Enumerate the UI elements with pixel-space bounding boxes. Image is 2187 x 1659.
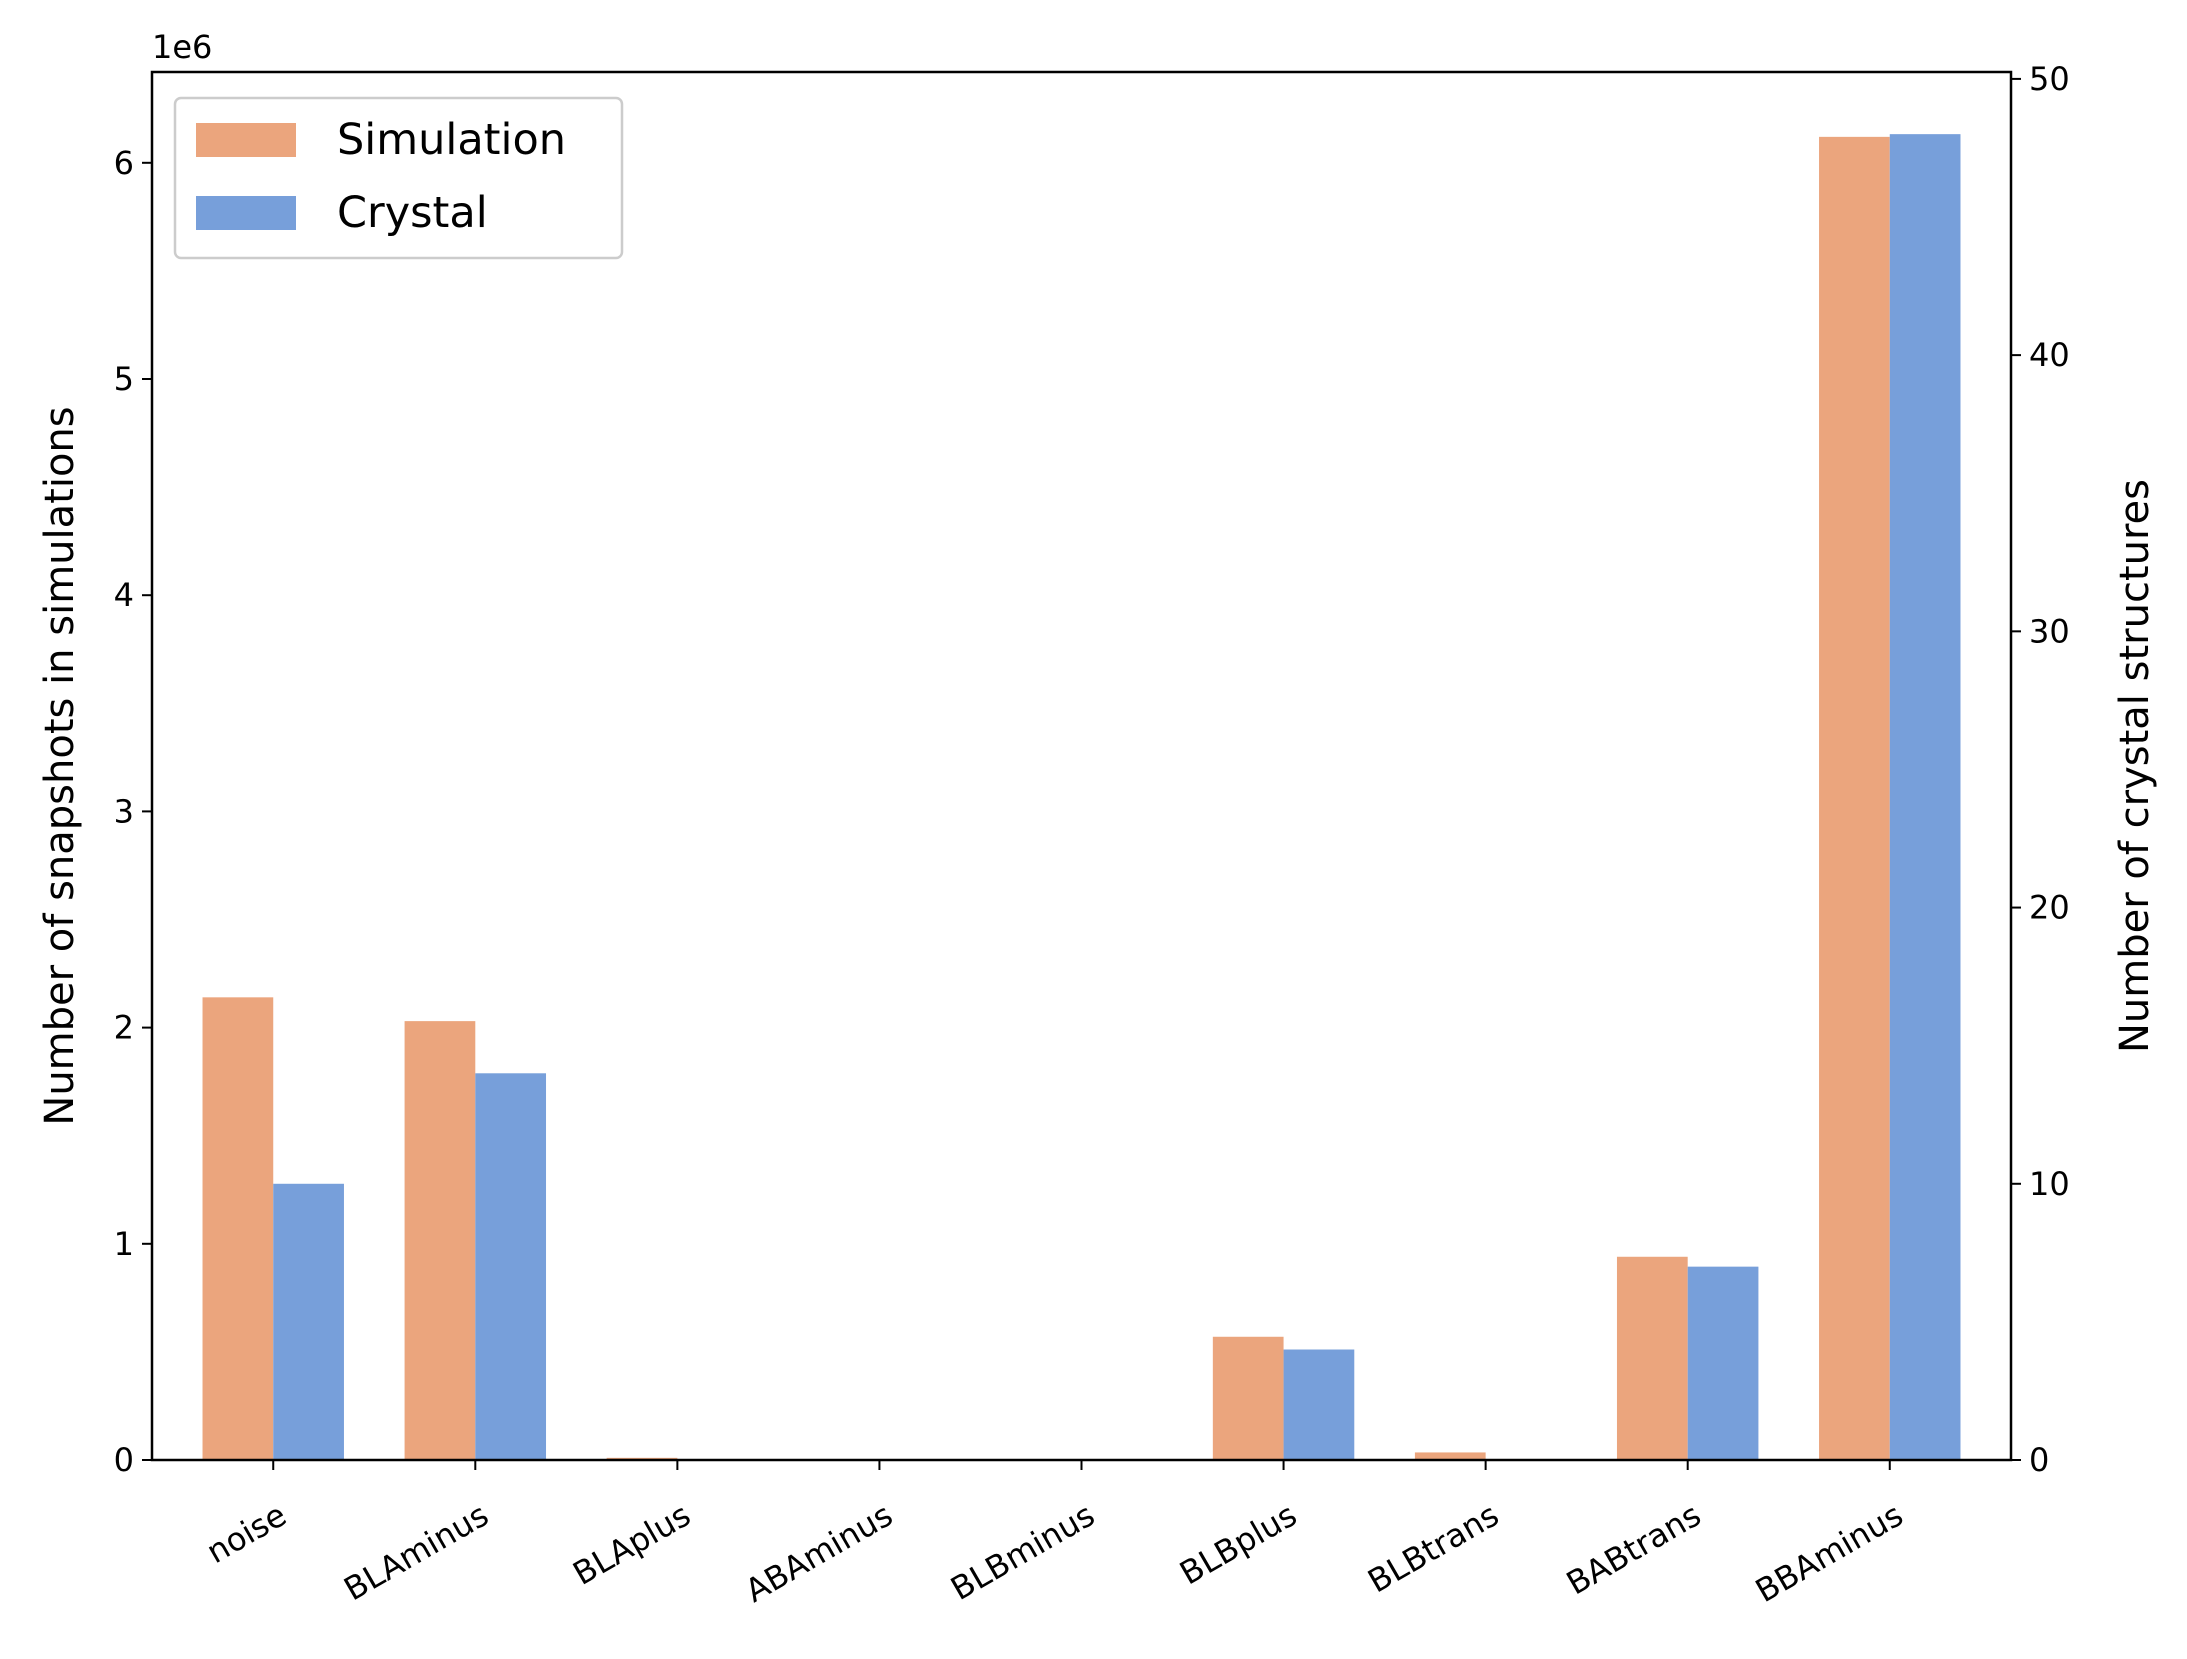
- legend: Simulation Crystal: [173, 96, 624, 260]
- x-tick-label: BLAminus: [337, 1496, 494, 1609]
- legend-swatch-simulation: [196, 123, 296, 157]
- right-y-tick-label: 50: [2029, 60, 2070, 98]
- right-y-axis-ticks: 0 10 20 30 40 50: [2011, 60, 2070, 1479]
- right-y-tick-label: 0: [2029, 1441, 2049, 1479]
- y-tick-label: 4: [114, 576, 134, 614]
- right-y-tick-label: 40: [2029, 336, 2070, 374]
- bar-crystal-babtrans: [1687, 1266, 1759, 1460]
- x-axis-ticks: noise BLAminus BLAplus ABAminus BLBminus BLBp…: [200, 1460, 1909, 1610]
- y-axis-offset-label: 1e6: [152, 28, 212, 66]
- right-y-tick-label: 30: [2029, 612, 2070, 650]
- x-tick-label: BLAplus: [567, 1496, 697, 1593]
- bar-simulation-blbtrans: [1414, 1452, 1486, 1460]
- bar-crystal-bbaminus: [1889, 134, 1961, 1460]
- bars-group: [202, 134, 1961, 1461]
- y-tick-label: 1: [114, 1225, 134, 1263]
- x-tick-label: BABtrans: [1560, 1496, 1707, 1603]
- bar-crystal-blaminus: [475, 1073, 547, 1460]
- y-axis-title: Number of snapshots in simulations: [37, 406, 83, 1125]
- x-tick-label: ABAminus: [739, 1496, 899, 1610]
- bar-simulation-babtrans: [1616, 1256, 1688, 1460]
- plot-frame: [150, 70, 2013, 1462]
- x-tick-label: BBAminus: [1749, 1496, 1909, 1610]
- x-tick-label: noise: [200, 1496, 293, 1571]
- y-tick-label: 0: [114, 1441, 134, 1479]
- bar-simulation-bbaminus: [1819, 136, 1890, 1461]
- bar-simulation-blaminus: [404, 1021, 476, 1460]
- right-y-tick-label: 10: [2029, 1165, 2070, 1203]
- bar-simulation-noise: [202, 997, 274, 1460]
- legend-label-simulation: Simulation: [337, 115, 566, 165]
- bar-simulation-blbplus: [1212, 1336, 1284, 1460]
- right-y-tick-label: 20: [2029, 889, 2070, 927]
- legend-label-crystal: Crystal: [337, 188, 488, 238]
- right-y-axis-title: Number of crystal structures: [2112, 479, 2158, 1053]
- x-tick-label: BLBminus: [944, 1496, 1101, 1608]
- legend-swatch-crystal: [196, 196, 296, 230]
- bar-crystal-blbplus: [1283, 1349, 1355, 1460]
- left-y-axis-ticks: 0 1 2 3 4 5 6: [114, 144, 152, 1479]
- y-tick-label: 5: [114, 360, 134, 398]
- x-tick-label: BLBplus: [1173, 1496, 1303, 1593]
- x-tick-label: BLBtrans: [1361, 1496, 1505, 1601]
- y-tick-label: 3: [114, 792, 134, 830]
- bar-crystal-noise: [273, 1183, 344, 1460]
- y-tick-label: 6: [114, 144, 134, 182]
- y-tick-label: 2: [114, 1009, 134, 1047]
